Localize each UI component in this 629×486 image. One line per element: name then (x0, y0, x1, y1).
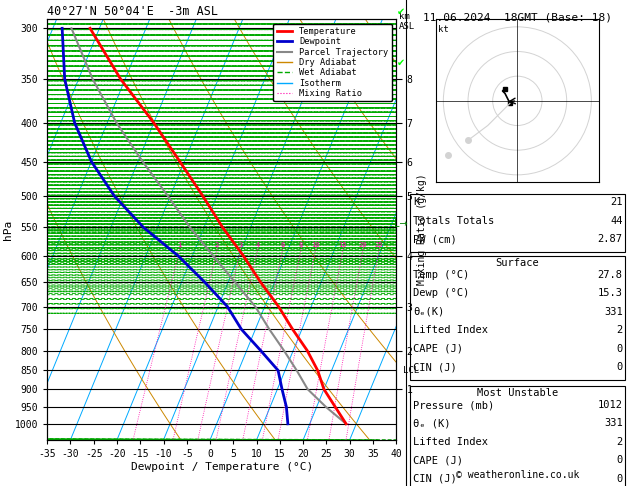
Text: 0: 0 (616, 362, 623, 372)
Text: 25: 25 (375, 242, 383, 248)
Text: km: km (399, 12, 409, 21)
Text: 331: 331 (604, 307, 623, 317)
Text: © weatheronline.co.uk: © weatheronline.co.uk (455, 470, 579, 480)
Text: Dewp (°C): Dewp (°C) (413, 288, 469, 298)
Text: 6: 6 (281, 242, 284, 248)
Text: L→: L→ (394, 219, 408, 228)
Text: 10: 10 (311, 242, 320, 248)
Text: ✔: ✔ (398, 58, 405, 68)
Text: 0: 0 (616, 474, 623, 484)
Text: Most Unstable: Most Unstable (477, 388, 558, 398)
Text: 2: 2 (616, 326, 623, 335)
Legend: Temperature, Dewpoint, Parcel Trajectory, Dry Adiabat, Wet Adiabat, Isotherm, Mi: Temperature, Dewpoint, Parcel Trajectory… (274, 24, 392, 102)
Text: 0: 0 (616, 455, 623, 466)
Text: LCL: LCL (403, 366, 420, 375)
Text: ✔: ✔ (398, 7, 405, 17)
Text: 1012: 1012 (598, 400, 623, 410)
Text: 15.3: 15.3 (598, 288, 623, 298)
Text: PW (cm): PW (cm) (413, 234, 457, 244)
Y-axis label: Mixing Ratio (g/kg): Mixing Ratio (g/kg) (417, 174, 426, 285)
Text: 15: 15 (338, 242, 347, 248)
Text: 21: 21 (610, 197, 623, 208)
Text: K: K (413, 197, 420, 208)
Text: 11.06.2024  18GMT (Base: 18): 11.06.2024 18GMT (Base: 18) (423, 12, 611, 22)
Text: Pressure (mb): Pressure (mb) (413, 400, 494, 410)
Y-axis label: hPa: hPa (3, 220, 13, 240)
Text: Totals Totals: Totals Totals (413, 216, 494, 226)
Text: 331: 331 (604, 418, 623, 429)
Text: 27.8: 27.8 (598, 270, 623, 280)
Text: CIN (J): CIN (J) (413, 474, 457, 484)
Text: 1: 1 (177, 242, 182, 248)
X-axis label: Dewpoint / Temperature (°C): Dewpoint / Temperature (°C) (131, 462, 313, 471)
Text: θₑ (K): θₑ (K) (413, 418, 451, 429)
Text: 2: 2 (616, 437, 623, 447)
Text: CAPE (J): CAPE (J) (413, 344, 463, 354)
Text: Lifted Index: Lifted Index (413, 326, 488, 335)
Text: kt: kt (438, 25, 449, 34)
Text: 2: 2 (215, 242, 220, 248)
Text: 0: 0 (616, 344, 623, 354)
Text: 2.87: 2.87 (598, 234, 623, 244)
Text: θₑ(K): θₑ(K) (413, 307, 445, 317)
Text: Surface: Surface (496, 258, 539, 268)
Text: ASL: ASL (399, 22, 415, 31)
Text: CIN (J): CIN (J) (413, 362, 457, 372)
Text: 4: 4 (255, 242, 260, 248)
Text: 3: 3 (238, 242, 243, 248)
Text: 8: 8 (299, 242, 303, 248)
Text: 40°27'N 50°04'E  -3m ASL: 40°27'N 50°04'E -3m ASL (47, 5, 218, 18)
Text: 20: 20 (359, 242, 367, 248)
Text: Temp (°C): Temp (°C) (413, 270, 469, 280)
Text: Lifted Index: Lifted Index (413, 437, 488, 447)
Text: 44: 44 (610, 216, 623, 226)
Text: CAPE (J): CAPE (J) (413, 455, 463, 466)
